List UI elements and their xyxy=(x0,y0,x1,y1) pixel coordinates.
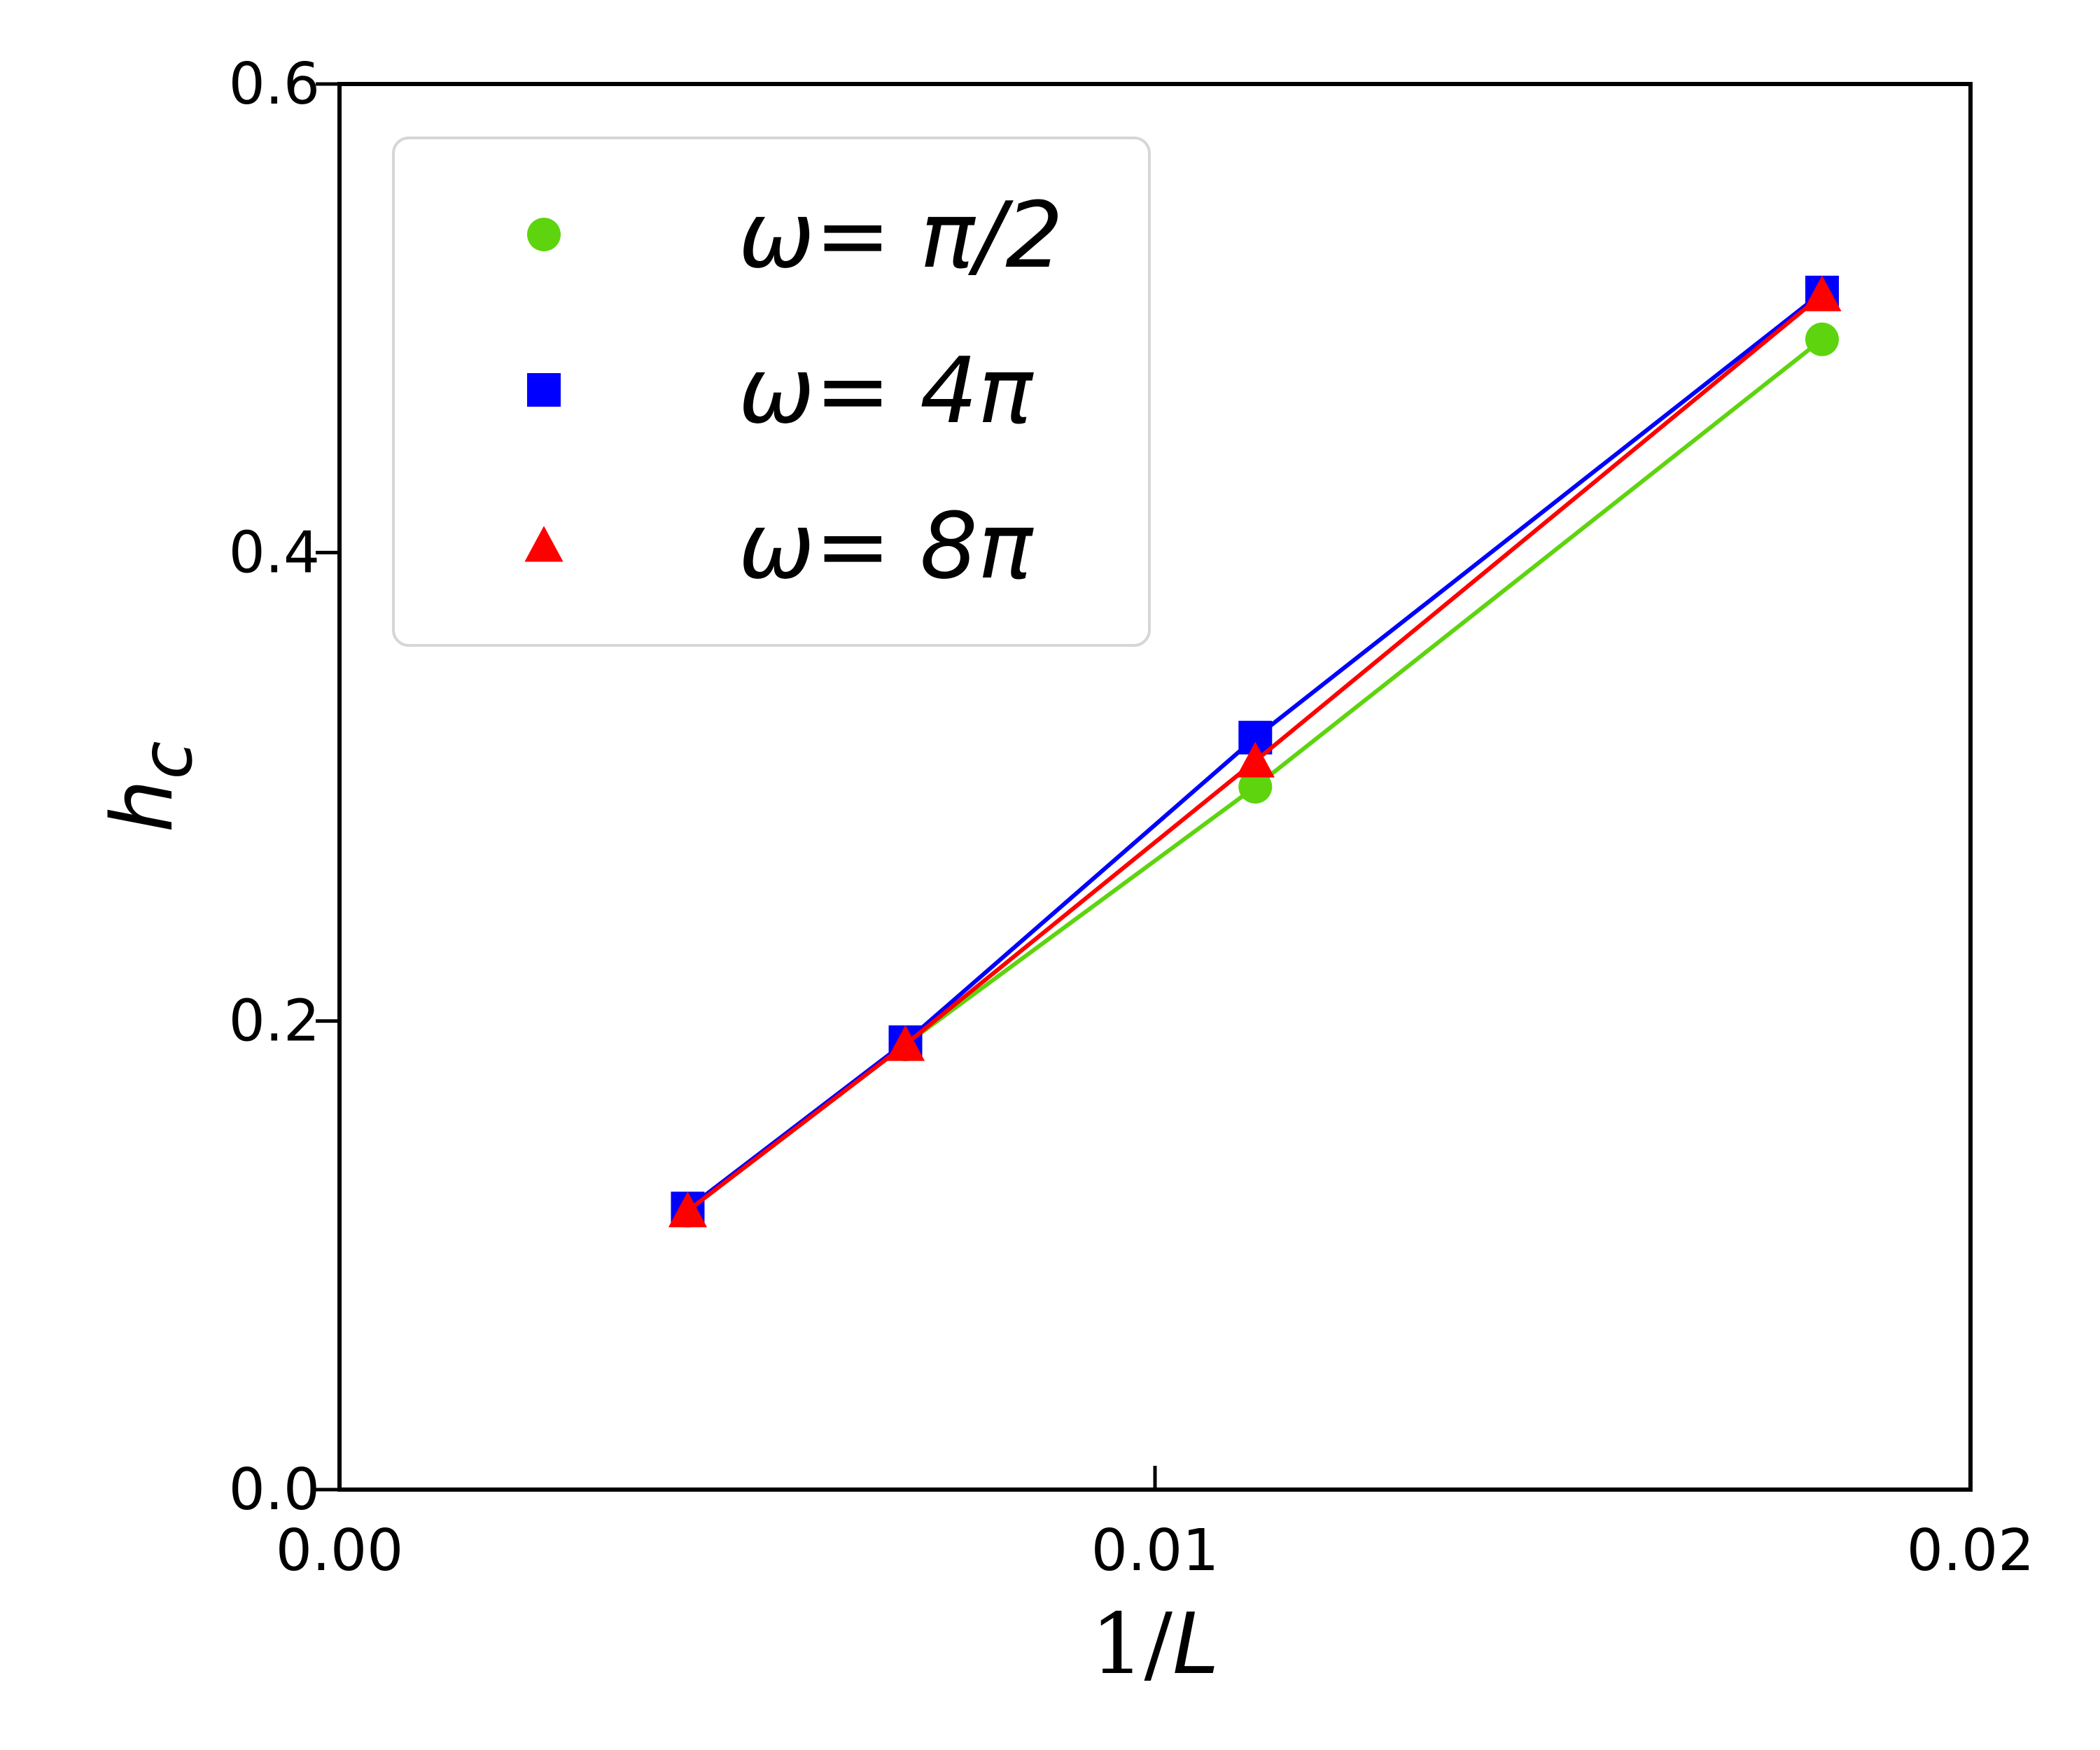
legend-entry: ω= 8π xyxy=(524,493,1034,599)
legend-label: ω= 8π xyxy=(738,493,1034,599)
y-axis-title-base: h xyxy=(94,779,192,832)
series-3-point xyxy=(1802,275,1842,312)
tick-layer: 0.00 0.01 0.02 0.0 0.2 0.4 0.6 xyxy=(229,51,2035,1584)
y-tick-label: 0.6 xyxy=(229,51,320,118)
x-tick-label: 0.00 xyxy=(276,1518,404,1584)
series-3-point xyxy=(1236,741,1275,778)
series-3-point xyxy=(886,1025,925,1061)
legend-entry: ω= π/2 xyxy=(527,182,1063,288)
legend: ω= π/2 ω= 4π ω= 8π xyxy=(392,136,1151,647)
data-layer xyxy=(668,275,1842,1228)
legend-marker xyxy=(524,526,564,562)
legend-entry: ω= 4π xyxy=(527,337,1034,444)
x-tick-label: 0.02 xyxy=(1907,1518,2035,1584)
series-3-point xyxy=(668,1191,708,1228)
y-tick-label: 0.0 xyxy=(229,1457,320,1523)
y-axis-title: hc xyxy=(94,741,208,832)
x-axis-title: 1/L xyxy=(1091,1596,1219,1693)
series-3 xyxy=(668,275,1842,1228)
legend-label: ω= 4π xyxy=(738,337,1034,444)
y-tick-label: 0.4 xyxy=(229,519,320,586)
legend-marker xyxy=(527,373,561,407)
y-axis-title-subscript: c xyxy=(126,741,208,779)
x-axis-title-variable: L xyxy=(1172,1596,1219,1693)
series-1-point xyxy=(1805,322,1839,356)
legend-marker xyxy=(527,218,561,251)
x-axis-title-prefix: 1/ xyxy=(1091,1596,1172,1693)
legend-frame xyxy=(392,136,1151,647)
x-tick-label: 0.01 xyxy=(1091,1518,1219,1584)
series-3-line xyxy=(686,293,1823,1213)
legend-label: ω= π/2 xyxy=(738,182,1063,288)
y-tick-label: 0.2 xyxy=(229,988,320,1055)
series-1-point xyxy=(1238,770,1273,804)
